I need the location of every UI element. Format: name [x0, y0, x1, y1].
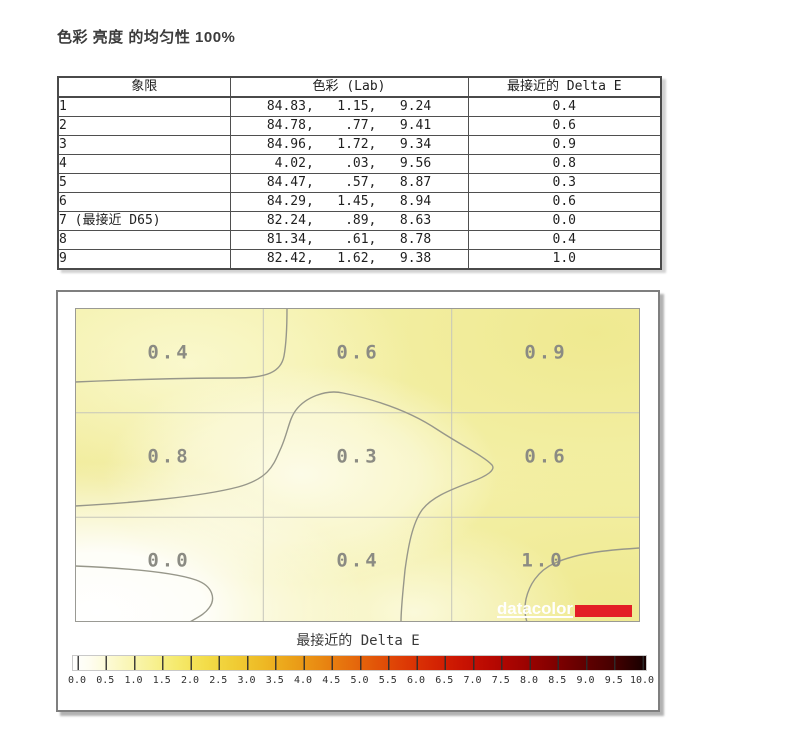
table-row: 7 (最接近 D65) 82.24, .89, 8.63 0.0 [57, 211, 662, 231]
cell-value-label: 0.3 [336, 446, 379, 468]
quadrant-cell: 5 [57, 173, 231, 193]
quadrant-cell: 9 [57, 249, 231, 270]
delta-e-cell: 0.3 [467, 173, 662, 193]
delta-e-cell: 0.6 [467, 192, 662, 212]
colorbar-tick-label: 3.5 [265, 675, 284, 686]
table-row: 4 4.02, .03, 9.56 0.8 [57, 154, 662, 174]
colorbar-tick-label: 1.5 [152, 675, 171, 686]
cell-value-label: 1.0 [521, 550, 564, 572]
table-row: 3 84.96, 1.72, 9.34 0.9 [57, 135, 662, 155]
contour-line [75, 565, 214, 622]
colorbar-tick-label: 8.0 [519, 675, 539, 686]
datacolor-logo-underline [497, 616, 573, 618]
cell-value-label: 0.4 [147, 342, 190, 364]
lab-cell: 84.47, .57, 8.87 [229, 173, 469, 193]
lab-cell: 82.24, .89, 8.63 [229, 211, 469, 231]
quadrant-cell: 1 [57, 96, 231, 117]
quadrant-cell: 4 [57, 154, 231, 174]
cell-value-label: 0.4 [336, 550, 379, 572]
table-row: 8 81.34, .61, 8.78 0.4 [57, 230, 662, 250]
cell-value-label: 0.6 [336, 342, 379, 364]
cell-value-label: 0.0 [147, 550, 190, 572]
quadrant-cell: 3 [57, 135, 231, 155]
colorbar-tick-label: 5.5 [378, 675, 397, 686]
cell-value-label: 0.8 [147, 446, 190, 468]
colorbar-tick-label: 1.0 [124, 675, 143, 686]
contour-line [75, 391, 494, 622]
colorbar-tick-label: 5.0 [350, 675, 369, 686]
colorbar-tick-label: 8.5 [548, 675, 567, 686]
cell-value-label: 0.6 [524, 446, 567, 468]
column-header-delta-e: 最接近的 Delta E [467, 76, 662, 98]
colorbar-tick-label: 2.5 [209, 675, 228, 686]
colorbar-tick-label: 7.5 [491, 675, 510, 686]
delta-e-cell: 0.4 [467, 230, 662, 250]
lab-cell: 84.96, 1.72, 9.34 [229, 135, 469, 155]
delta-e-cell: 0.8 [467, 154, 662, 174]
lab-cell: 82.42, 1.62, 9.38 [229, 249, 469, 270]
colorbar-tick-label: 6.0 [406, 675, 426, 686]
contour-plot: 0.4 0.6 0.9 0.8 0.3 0.6 0.0 0.4 1.0 data… [75, 308, 640, 622]
colorbar-tick-label: 10.0 [629, 675, 655, 686]
uniformity-figure: 0.4 0.6 0.9 0.8 0.3 0.6 0.0 0.4 1.0 data… [56, 290, 660, 712]
datacolor-logo-text: datacolor [497, 599, 573, 618]
table-row: 5 84.47, .57, 8.87 0.3 [57, 173, 662, 193]
colorbar-tick-label: 4.5 [322, 675, 341, 686]
colorbar-tick-label: 0.5 [96, 675, 115, 686]
quadrant-cell: 8 [57, 230, 231, 250]
colorbar-tick-label: 2.0 [180, 675, 200, 686]
lab-cell: 81.34, .61, 8.78 [229, 230, 469, 250]
colorbar-title: 最接近的 Delta E [296, 633, 420, 649]
colorbar-tick-label: 0.0 [67, 675, 87, 686]
colorbar-tick-label: 6.5 [435, 675, 454, 686]
colorbar-tick-label: 7.0 [463, 675, 482, 686]
delta-e-cell: 1.0 [467, 249, 662, 270]
table-row: 6 84.29, 1.45, 8.94 0.6 [57, 192, 662, 212]
table-row: 1 84.83, 1.15, 9.24 0.4 [57, 96, 662, 117]
quadrant-cell: 2 [57, 116, 231, 136]
colorbar-tick-label: 3.0 [237, 675, 256, 686]
colorbar-tick-label: 9.0 [576, 675, 595, 686]
page-title: 色彩 亮度 的均匀性 100% [57, 29, 236, 46]
contour-line [524, 547, 640, 622]
datacolor-logo: datacolor [497, 599, 632, 618]
column-header-lab: 色彩 (Lab) [229, 76, 469, 98]
contour-line [75, 308, 288, 383]
delta-e-cell: 0.0 [467, 211, 662, 231]
cell-value-label: 0.9 [524, 342, 567, 364]
lab-cell: 84.29, 1.45, 8.94 [229, 192, 469, 212]
column-header-quadrant: 象限 [57, 76, 231, 98]
quadrant-cell: 7 (最接近 D65) [57, 211, 231, 231]
delta-e-colorbar [72, 655, 647, 671]
table-row: 2 84.78, .77, 9.41 0.6 [57, 116, 662, 136]
quadrant-cell: 6 [57, 192, 231, 212]
delta-e-cell: 0.4 [467, 96, 662, 117]
datacolor-logo-mark [575, 605, 632, 617]
colorbar-tick-labels: 0.0 0.5 1.0 1.5 2.0 2.5 3.0 3.5 4.0 4.5 … [68, 675, 654, 687]
colorbar-tick-label: 9.5 [604, 675, 623, 686]
uniformity-table: 象限 色彩 (Lab) 最接近的 Delta E 1 84.83, 1.15, 9… [57, 76, 662, 270]
lab-cell: 4.02, .03, 9.56 [229, 154, 469, 174]
lab-cell: 84.83, 1.15, 9.24 [229, 96, 469, 117]
colorbar-tick-label: 4.0 [293, 675, 313, 686]
delta-e-cell: 0.6 [467, 116, 662, 136]
table-header-row: 象限 色彩 (Lab) 最接近的 Delta E [57, 76, 662, 98]
table-row: 9 82.42, 1.62, 9.38 1.0 [57, 249, 662, 270]
lab-cell: 84.78, .77, 9.41 [229, 116, 469, 136]
delta-e-cell: 0.9 [467, 135, 662, 155]
